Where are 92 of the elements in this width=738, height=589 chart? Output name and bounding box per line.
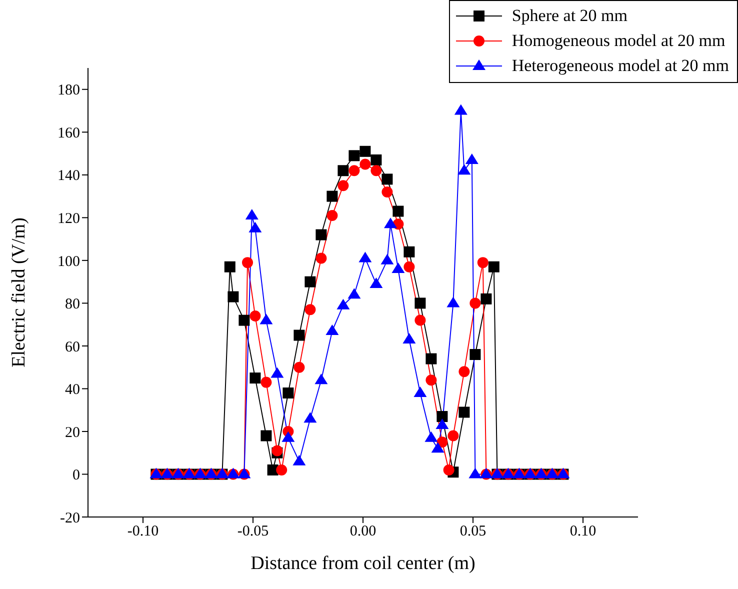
point xyxy=(224,261,236,272)
legend-label: Sphere at 20 mm xyxy=(512,6,628,26)
x-axis-title: Distance from coil center (m) xyxy=(250,553,476,574)
point xyxy=(292,454,306,466)
point xyxy=(360,158,371,170)
point xyxy=(336,298,350,310)
point xyxy=(458,366,470,378)
point xyxy=(458,164,471,175)
point xyxy=(294,330,305,341)
point xyxy=(426,374,437,386)
point xyxy=(431,442,444,453)
point xyxy=(404,246,415,258)
point xyxy=(326,324,339,335)
point xyxy=(242,257,253,268)
point xyxy=(348,150,360,162)
point xyxy=(304,304,316,316)
y-tick-label: 80 xyxy=(65,296,80,313)
point xyxy=(304,412,317,423)
y-tick-label: 0 xyxy=(72,468,80,484)
y-tick-label: 100 xyxy=(58,254,80,270)
point xyxy=(414,386,427,397)
point xyxy=(276,464,288,476)
point xyxy=(294,362,305,373)
point xyxy=(370,277,383,288)
point xyxy=(250,372,261,384)
legend-label: Homogeneous model at 20 mm xyxy=(512,30,726,50)
point xyxy=(260,430,272,442)
x-tick-label: -0.05 xyxy=(237,524,269,540)
point xyxy=(480,293,492,304)
x-tick-label: 0.10 xyxy=(570,524,596,540)
point xyxy=(260,376,272,388)
y-tick-label: 120 xyxy=(58,210,80,227)
y-axis-title: Electric field (V/m) xyxy=(8,218,30,368)
point xyxy=(414,314,426,326)
y-tick-label: -20 xyxy=(60,510,80,526)
point xyxy=(228,291,239,302)
x-tick-label: 0.05 xyxy=(460,524,486,540)
point xyxy=(414,298,426,309)
point xyxy=(402,333,416,344)
point xyxy=(370,165,382,176)
point xyxy=(316,252,327,264)
point xyxy=(338,180,349,192)
point xyxy=(424,431,438,442)
point xyxy=(326,190,338,202)
point xyxy=(316,229,327,240)
point xyxy=(370,154,382,166)
point xyxy=(426,353,437,364)
point xyxy=(392,262,405,273)
point xyxy=(358,252,372,262)
point xyxy=(458,406,470,418)
point xyxy=(282,431,295,442)
point xyxy=(465,153,478,164)
point xyxy=(360,146,371,157)
point xyxy=(248,222,262,232)
point xyxy=(282,387,294,398)
point xyxy=(404,261,415,272)
y-tick-label: 20 xyxy=(65,424,80,441)
point xyxy=(446,296,460,308)
point xyxy=(348,165,360,176)
x-tick-label: -0.10 xyxy=(127,524,159,540)
point xyxy=(392,206,404,217)
point xyxy=(448,430,459,442)
y-tick-label: 140 xyxy=(58,168,80,184)
y-tick-label: 60 xyxy=(65,339,80,356)
point xyxy=(436,411,448,422)
point xyxy=(470,349,481,360)
y-tick-label: 40 xyxy=(65,382,80,398)
point xyxy=(470,298,481,309)
point xyxy=(304,276,316,288)
y-tick-label: 160 xyxy=(58,125,80,142)
point xyxy=(477,257,488,268)
x-tick-label: 0.00 xyxy=(350,524,376,540)
point xyxy=(260,314,273,324)
point xyxy=(326,210,338,222)
point xyxy=(382,186,393,198)
point xyxy=(380,254,394,264)
point xyxy=(454,104,468,115)
point xyxy=(270,367,284,378)
point xyxy=(436,418,449,430)
y-tick-label: 180 xyxy=(58,82,80,99)
point xyxy=(238,314,250,326)
point xyxy=(488,261,500,272)
point xyxy=(314,374,328,384)
point xyxy=(443,464,454,476)
point xyxy=(250,310,261,322)
legend-label: Heterogeneous model at 20 mm xyxy=(512,56,729,76)
point xyxy=(468,468,482,478)
point xyxy=(382,174,393,185)
point xyxy=(348,288,361,299)
point xyxy=(338,165,349,176)
point xyxy=(384,218,397,228)
point xyxy=(245,209,258,220)
